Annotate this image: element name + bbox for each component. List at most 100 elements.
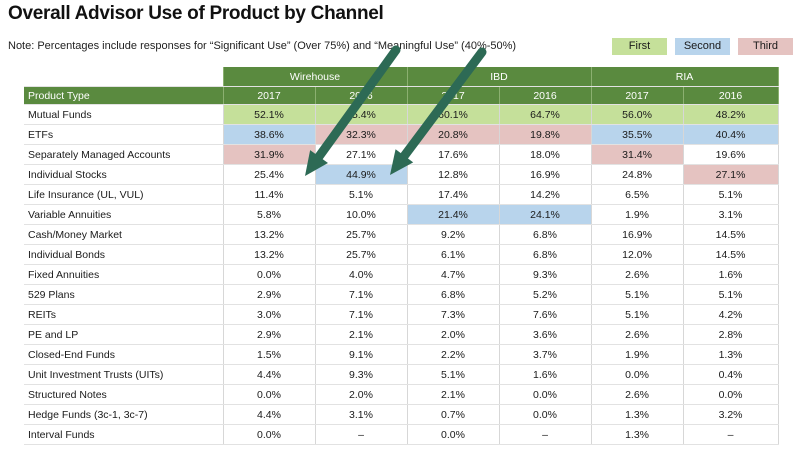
year-header: 2016 bbox=[315, 86, 408, 105]
value-cell: 2.2% bbox=[407, 344, 500, 365]
value-cell: 14.2% bbox=[499, 184, 592, 205]
value-cell: 16.9% bbox=[499, 164, 592, 185]
value-cell: 0.4% bbox=[683, 364, 779, 385]
value-cell: 10.0% bbox=[315, 204, 408, 225]
year-header: 2017 bbox=[591, 86, 684, 105]
value-cell: 19.8% bbox=[499, 124, 592, 145]
value-cell: 0.7% bbox=[407, 404, 500, 425]
value-cell: 21.4% bbox=[407, 204, 500, 225]
value-cell: – bbox=[499, 424, 592, 445]
value-cell: 25.4% bbox=[223, 164, 316, 185]
value-cell: 31.9% bbox=[223, 144, 316, 165]
table-row: Interval Funds 0.0% –0.0% –1.3% – bbox=[24, 424, 779, 445]
value-cell: 0.0% bbox=[591, 364, 684, 385]
value-cell: 6.8% bbox=[499, 244, 592, 265]
product-label: Hedge Funds (3c-1, 3c-7) bbox=[24, 404, 224, 425]
value-cell: 4.0% bbox=[315, 264, 408, 285]
value-cell: 1.9% bbox=[591, 344, 684, 365]
value-cell: 9.2% bbox=[407, 224, 500, 245]
legend-third: Third bbox=[738, 38, 793, 55]
table-row: PE and LP 2.9% 2.1% 2.0% 3.6% 2.6% 2.8% bbox=[24, 324, 779, 345]
value-cell: 1.6% bbox=[683, 264, 779, 285]
value-cell: 2.1% bbox=[315, 324, 408, 345]
table-row: Fixed Annuities 0.0% 4.0% 4.7% 9.3% 2.6% 1.6% bbox=[24, 264, 779, 285]
value-cell: – bbox=[683, 424, 779, 445]
value-cell: 56.0% bbox=[591, 104, 684, 125]
legend-first: First bbox=[612, 38, 667, 55]
legend: First Second Third bbox=[612, 38, 793, 55]
value-cell: 6.5% bbox=[591, 184, 684, 205]
value-cell: 25.7% bbox=[315, 224, 408, 245]
value-cell: 32.3% bbox=[315, 124, 408, 145]
value-cell: 2.1% bbox=[407, 384, 500, 405]
value-cell: 17.4% bbox=[407, 184, 500, 205]
value-cell: 3.2% bbox=[683, 404, 779, 425]
table-row: Hedge Funds (3c-1, 3c-7) 4.4% 3.1% 0.7% 0.0%… bbox=[24, 404, 779, 425]
table-body: Mutual Funds 52.1% 55.4% 60.1% 64.7% 56.0% 48.… bbox=[24, 104, 779, 445]
product-label: Closed-End Funds bbox=[24, 344, 224, 365]
value-cell: 1.5% bbox=[223, 344, 316, 365]
value-cell: 5.2% bbox=[499, 284, 592, 305]
value-cell: 3.1% bbox=[315, 404, 408, 425]
product-label: REITs bbox=[24, 304, 224, 325]
table-row: Life Insurance (UL, VUL) 11.4% 5.1% 17.4% 14… bbox=[24, 184, 779, 205]
value-cell: 5.1% bbox=[407, 364, 500, 385]
table-row: Closed-End Funds 1.5% 9.1% 2.2% 3.7% 1.9% 1.3% bbox=[24, 344, 779, 365]
value-cell: 1.3% bbox=[683, 344, 779, 365]
value-cell: 9.3% bbox=[499, 264, 592, 285]
table-row: Unit Investment Trusts (UITs) 4.4% 9.3% 5.1… bbox=[24, 364, 779, 385]
value-cell: 7.1% bbox=[315, 284, 408, 305]
table-row: Cash/Money Market 13.2% 25.7% 9.2% 6.8% 16.9%… bbox=[24, 224, 779, 245]
table-row: Variable Annuities 5.8% 10.0% 21.4% 24.1% 1.9… bbox=[24, 204, 779, 225]
value-cell: 0.0% bbox=[683, 384, 779, 405]
value-cell: 1.3% bbox=[591, 404, 684, 425]
channel-header-wirehouse: Wirehouse bbox=[223, 67, 408, 87]
value-cell: 27.1% bbox=[315, 144, 408, 165]
value-cell: 64.7% bbox=[499, 104, 592, 125]
value-cell: 2.6% bbox=[591, 384, 684, 405]
value-cell: 0.0% bbox=[407, 424, 500, 445]
value-cell: 3.7% bbox=[499, 344, 592, 365]
product-type-header: Product Type bbox=[24, 86, 224, 105]
value-cell: – bbox=[315, 424, 408, 445]
value-cell: 5.1% bbox=[683, 184, 779, 205]
value-cell: 7.3% bbox=[407, 304, 500, 325]
value-cell: 12.0% bbox=[591, 244, 684, 265]
product-label: 529 Plans bbox=[24, 284, 224, 305]
value-cell: 5.1% bbox=[591, 284, 684, 305]
value-cell: 9.1% bbox=[315, 344, 408, 365]
value-cell: 25.7% bbox=[315, 244, 408, 265]
value-cell: 52.1% bbox=[223, 104, 316, 125]
channel-header-ria: RIA bbox=[591, 67, 779, 87]
value-cell: 5.1% bbox=[683, 284, 779, 305]
value-cell: 2.6% bbox=[591, 324, 684, 345]
value-cell: 6.1% bbox=[407, 244, 500, 265]
table-row: ETFs 38.6% 32.3% 20.8% 19.8% 35.5% 40.4% bbox=[24, 124, 779, 145]
value-cell: 3.1% bbox=[683, 204, 779, 225]
year-header: 2016 bbox=[499, 86, 592, 105]
value-cell: 44.9% bbox=[315, 164, 408, 185]
value-cell: 4.7% bbox=[407, 264, 500, 285]
value-cell: 2.8% bbox=[683, 324, 779, 345]
value-cell: 48.2% bbox=[683, 104, 779, 125]
value-cell: 2.6% bbox=[591, 264, 684, 285]
product-label: Unit Investment Trusts (UITs) bbox=[24, 364, 224, 385]
product-label: Mutual Funds bbox=[24, 104, 224, 125]
table-row: 529 Plans 2.9% 7.1% 6.8% 5.2% 5.1% 5.1% bbox=[24, 284, 779, 305]
value-cell: 60.1% bbox=[407, 104, 500, 125]
value-cell: 3.6% bbox=[499, 324, 592, 345]
product-label: Life Insurance (UL, VUL) bbox=[24, 184, 224, 205]
value-cell: 13.2% bbox=[223, 224, 316, 245]
year-header: 2017 bbox=[223, 86, 316, 105]
legend-second: Second bbox=[675, 38, 730, 55]
value-cell: 5.1% bbox=[591, 304, 684, 325]
value-cell: 38.6% bbox=[223, 124, 316, 145]
value-cell: 14.5% bbox=[683, 244, 779, 265]
product-label: Individual Bonds bbox=[24, 244, 224, 265]
year-header: 2017 bbox=[407, 86, 500, 105]
value-cell: 31.4% bbox=[591, 144, 684, 165]
page-title: Overall Advisor Use of Product by Channe… bbox=[8, 3, 384, 24]
value-cell: 0.0% bbox=[223, 424, 316, 445]
product-label: Individual Stocks bbox=[24, 164, 224, 185]
value-cell: 1.3% bbox=[591, 424, 684, 445]
